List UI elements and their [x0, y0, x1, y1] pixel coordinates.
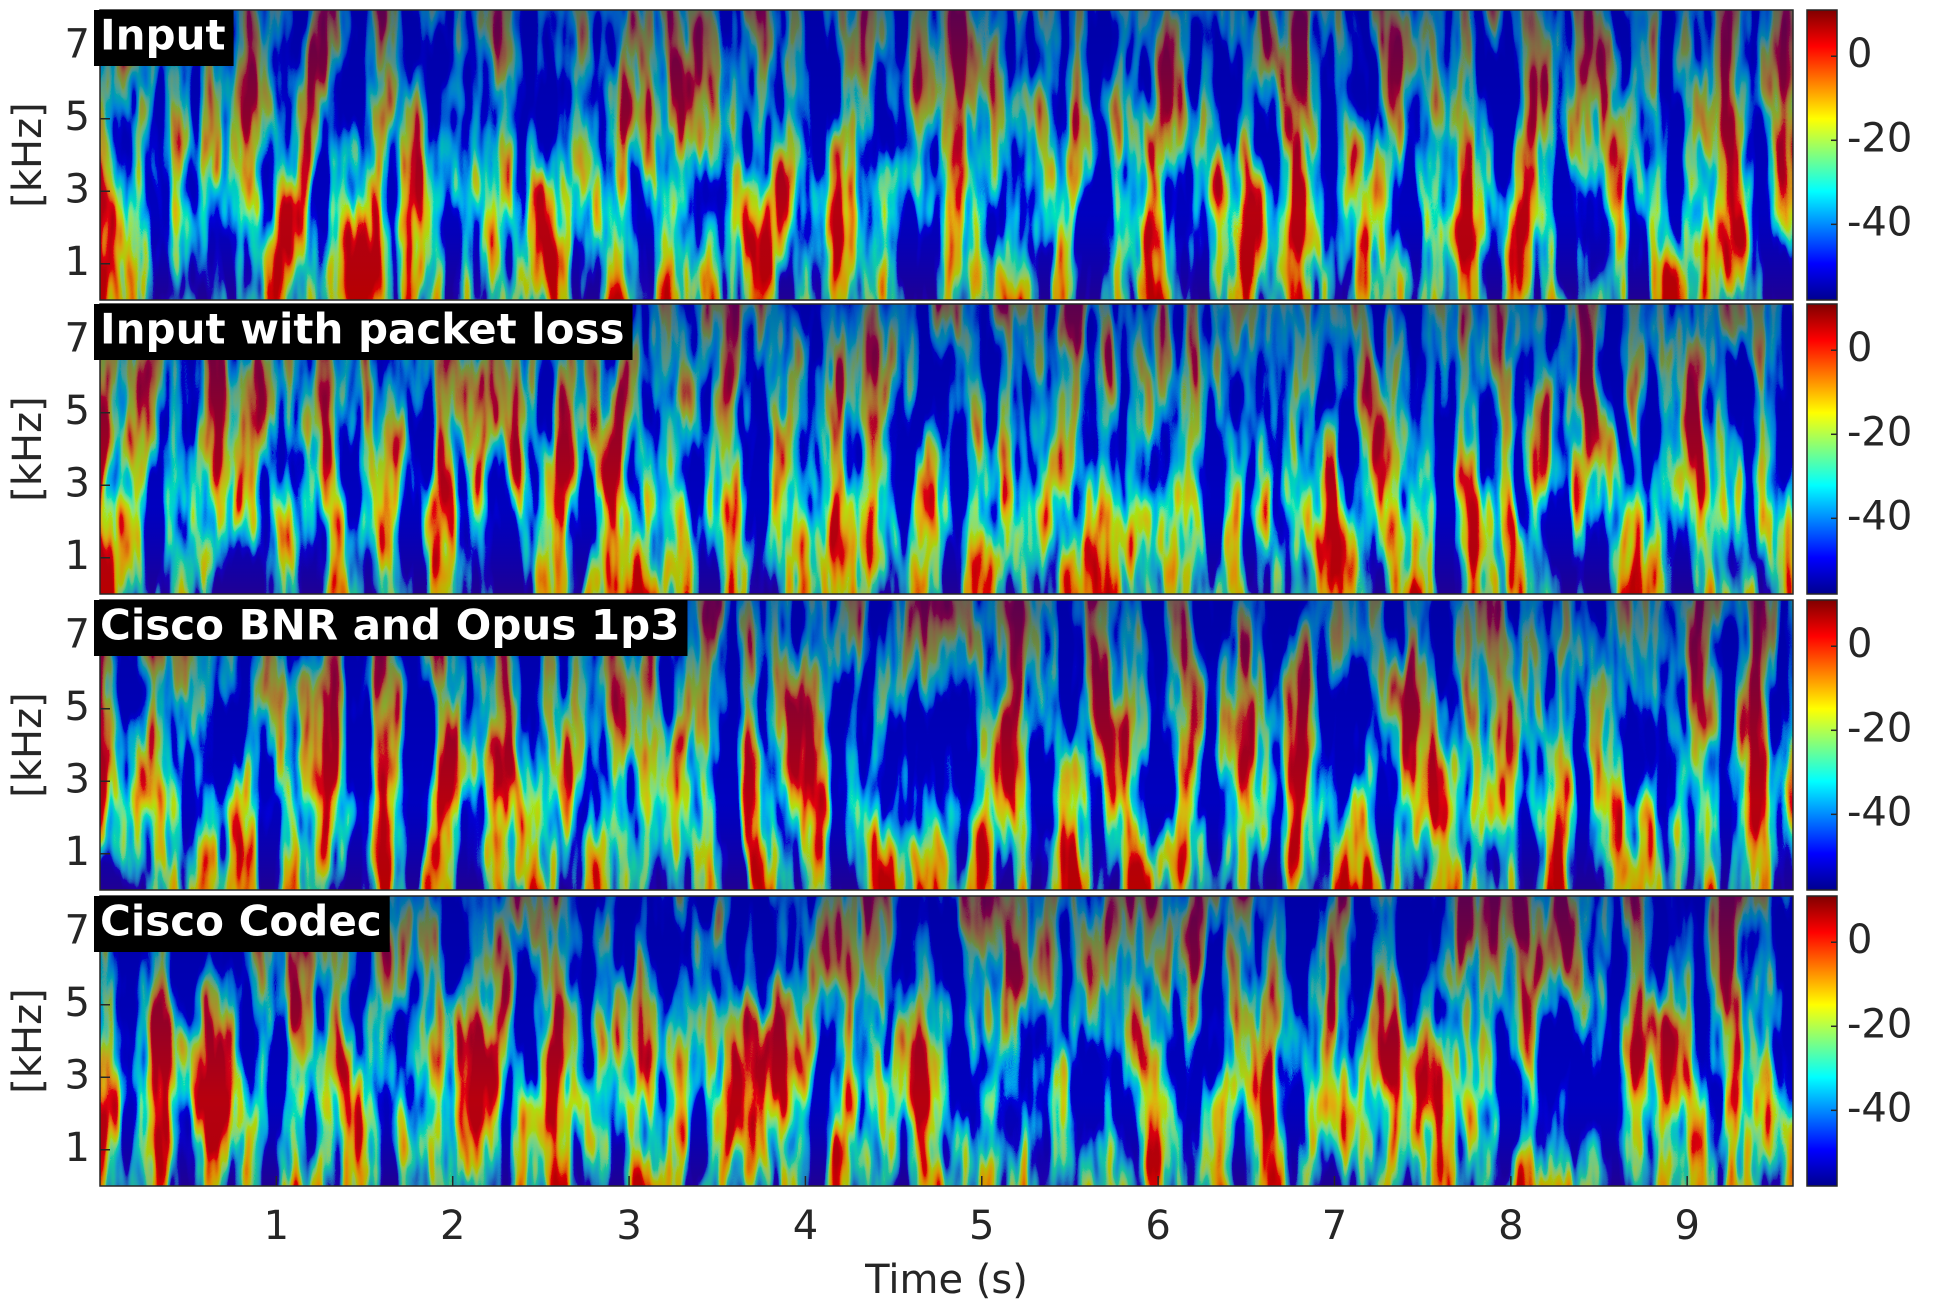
y-tick-label: 5 — [65, 94, 90, 140]
x-axis-label: Time (s) — [864, 1257, 1028, 1303]
y-tick-label: 1 — [65, 829, 90, 875]
plot-frame — [99, 895, 1794, 1187]
colorbar — [1806, 599, 1838, 891]
panel-title-text: Cisco BNR and Opus 1p3 — [100, 601, 679, 650]
y-axis-label: [kHz] — [5, 692, 51, 797]
colorbar-tick-label: 0 — [1847, 325, 1872, 371]
title-box — [94, 896, 390, 952]
x-tick-label: 7 — [1322, 1203, 1347, 1249]
panel-title: Input with packet loss — [94, 304, 633, 360]
colorbar — [1806, 895, 1838, 1187]
panel-title: Input — [94, 10, 234, 66]
spectrogram-shade — [100, 10, 1793, 300]
y-tick-label: 1 — [65, 1125, 90, 1171]
y-tick-label: 3 — [65, 756, 90, 802]
x-tick-label: 6 — [1145, 1203, 1170, 1249]
colorbar-tick-label: -40 — [1847, 199, 1912, 245]
y-tick-label: 7 — [65, 611, 90, 657]
colorbar-tick-label: -20 — [1847, 1001, 1912, 1047]
colorbar-tick-label: -20 — [1847, 409, 1912, 455]
panel-title: Cisco BNR and Opus 1p3 — [94, 600, 688, 656]
panel-title-text: Cisco Codec — [100, 897, 382, 946]
y-tick-label: 3 — [65, 166, 90, 212]
y-tick-label: 3 — [65, 1052, 90, 1098]
y-tick-label: 5 — [65, 388, 90, 434]
title-box — [94, 304, 633, 360]
colorbar-tick-label: -40 — [1847, 1085, 1912, 1131]
y-tick-label: 3 — [65, 460, 90, 506]
colorbar — [1806, 9, 1838, 301]
plot-frame — [99, 599, 1794, 891]
y-axis-label: [kHz] — [5, 102, 51, 207]
colorbar-tick-label: -40 — [1847, 493, 1912, 539]
panel-title: Cisco Codec — [94, 896, 390, 952]
colorbar-tick-label: -20 — [1847, 705, 1912, 751]
colorbar-tick-label: 0 — [1847, 621, 1872, 667]
plot-frame — [99, 9, 1794, 301]
y-axis-label: [kHz] — [5, 988, 51, 1093]
colorbar-tick-label: 0 — [1847, 917, 1872, 963]
y-tick-label: 7 — [65, 315, 90, 361]
x-tick-label: 4 — [793, 1203, 818, 1249]
colorbar-tick-label: -20 — [1847, 115, 1912, 161]
x-tick-label: 3 — [616, 1203, 641, 1249]
panel-title-text: Input — [100, 11, 226, 60]
x-tick-label: 2 — [440, 1203, 465, 1249]
y-tick-label: 5 — [65, 684, 90, 730]
y-tick-label: 1 — [65, 533, 90, 579]
title-box — [94, 600, 688, 656]
x-tick-label: 1 — [264, 1203, 289, 1249]
colorbar — [1806, 303, 1838, 595]
x-tick-label: 9 — [1674, 1203, 1699, 1249]
y-tick-label: 1 — [65, 239, 90, 285]
y-tick-label: 7 — [65, 21, 90, 67]
x-tick-label: 5 — [969, 1203, 994, 1249]
y-axis-label: [kHz] — [5, 396, 51, 501]
colorbar-tick-label: 0 — [1847, 31, 1872, 77]
plot-frame — [99, 303, 1794, 595]
y-tick-label: 5 — [65, 980, 90, 1026]
y-tick-label: 7 — [65, 907, 90, 953]
title-box — [94, 10, 234, 66]
x-tick-label: 8 — [1498, 1203, 1523, 1249]
colorbar-tick-label: -40 — [1847, 789, 1912, 835]
panel-title-text: Input with packet loss — [100, 305, 625, 354]
